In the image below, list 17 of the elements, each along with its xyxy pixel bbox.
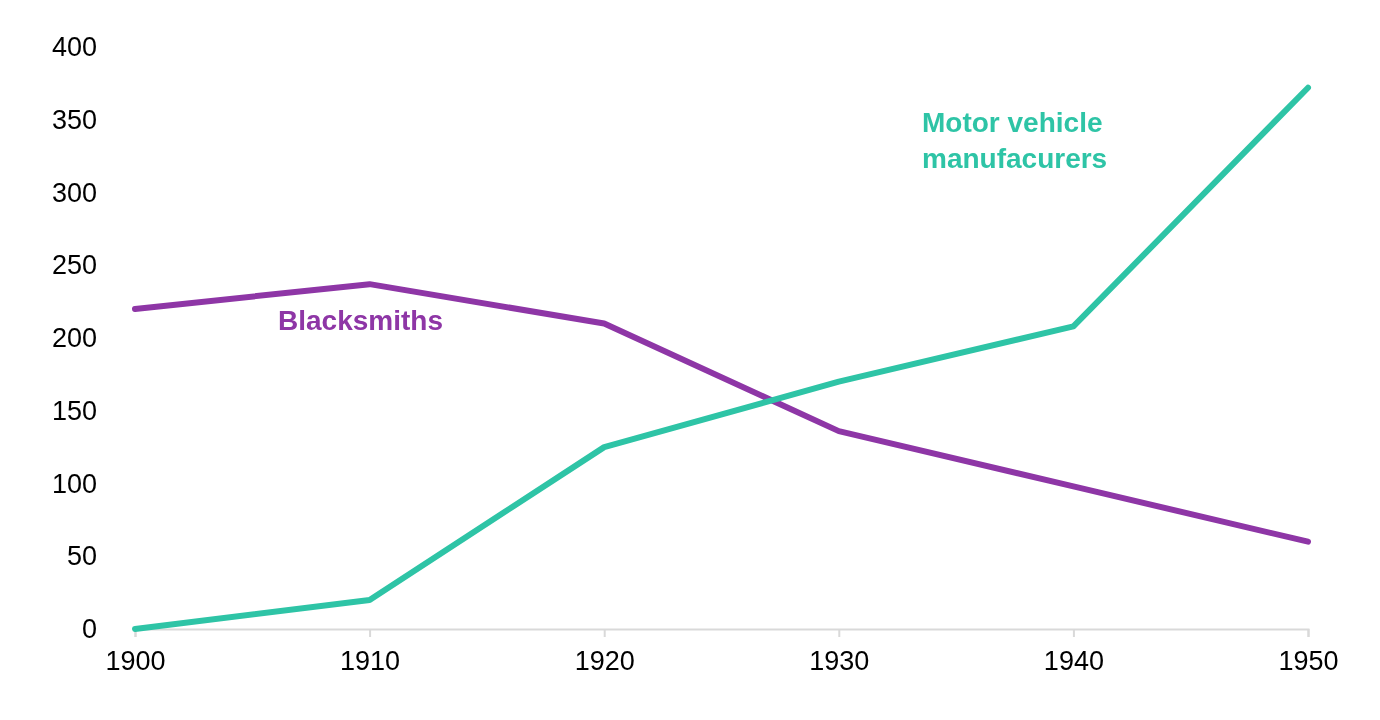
x-tick-label: 1950 [1278,645,1339,676]
x-tick-label: 1930 [809,645,870,676]
y-tick-label: 100 [51,468,97,499]
y-tick-label: 150 [51,395,97,426]
y-tick-label: 50 [66,541,97,572]
y-tick-label: 200 [51,323,97,354]
x-tick-label: 1910 [340,645,401,676]
y-tick-label: 250 [51,250,97,281]
x-tick-label: 1900 [105,645,166,676]
x-tick-label: 1940 [1043,645,1104,676]
y-tick-label: 350 [51,104,97,135]
series-label: Blacksmiths [278,305,443,336]
text: Motor vehicle manufacurers [922,107,1108,174]
x-tick-label: 1920 [574,645,635,676]
y-tick-label: 0 [81,614,97,645]
y-tick-label: 300 [51,177,97,208]
y-tick-label: 400 [51,32,97,63]
